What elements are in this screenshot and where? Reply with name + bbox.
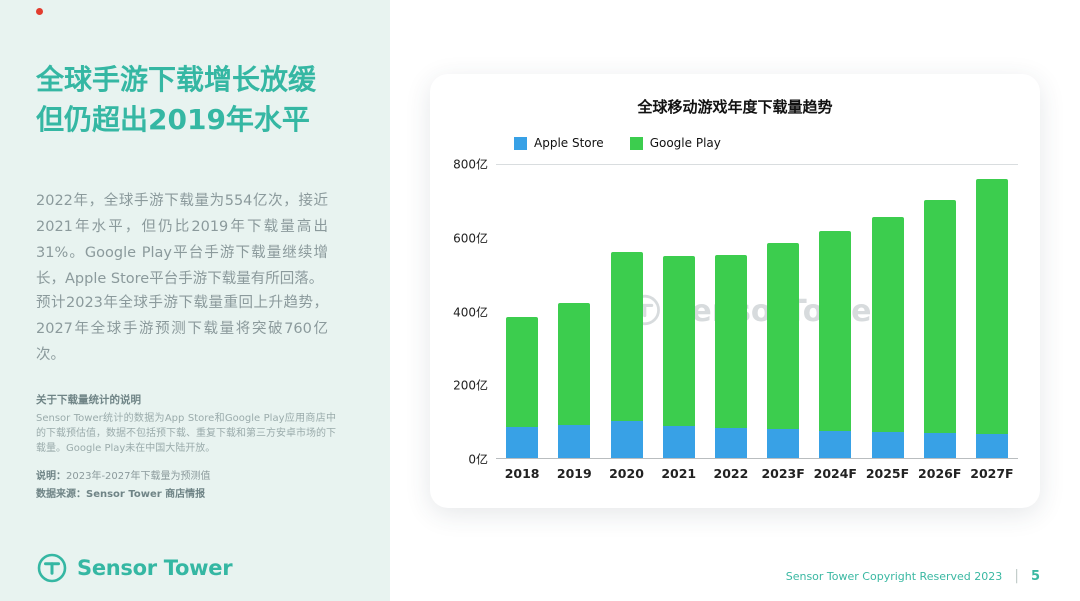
segment-apple-store (767, 429, 800, 458)
segment-google-play (819, 230, 852, 431)
segment-google-play (558, 303, 591, 426)
segment-apple-store (558, 425, 591, 458)
bar-2025F (861, 165, 913, 458)
bar-2024F (809, 165, 861, 458)
x-tick-label: 2024F (813, 466, 857, 481)
data-source-label: 数据来源： (36, 489, 86, 500)
x-axis: 2018 2019 2020 2021 2022 2023F 2024F 2025F 2026F… (496, 466, 1018, 481)
methodology-note-body: Sensor Tower统计的数据为App Store和Google Play应… (36, 413, 336, 454)
bar-2021 (653, 165, 705, 458)
chart-title: 全球移动游戏年度下载量趋势 (637, 98, 833, 116)
forecast-note: 说明：2023年-2027年下载量为预测值 (36, 467, 211, 482)
segment-google-play (975, 178, 1008, 434)
body-paragraph-1: 2022年，全球手游下载量为554亿次，接近2021年水平，但仍比2019年下载… (36, 193, 328, 287)
bar-2023F (757, 165, 809, 458)
data-source-text: Sensor Tower 商店情报 (86, 489, 206, 500)
footer-divider: | (1014, 568, 1019, 584)
y-tick-label: 0亿 (468, 452, 488, 467)
legend-item: Google Play (629, 136, 721, 150)
segment-google-play (923, 199, 956, 434)
legend-label: Apple Store (534, 136, 604, 150)
page-number: 5 (1030, 568, 1040, 584)
legend-swatch (514, 136, 527, 150)
bar-stack (506, 165, 539, 458)
bar-stack (871, 165, 904, 458)
legend-item: Apple Store (514, 136, 604, 150)
page-title-line2: 但仍超出2019年水平 (36, 103, 310, 136)
y-tick-label: 800亿 (453, 157, 488, 172)
segment-google-play (714, 255, 747, 429)
segment-google-play (767, 243, 800, 430)
x-tick-label: 2023F (761, 466, 805, 481)
x-tick-label: 2020 (609, 466, 644, 481)
y-axis: 0亿 200亿 400亿 600亿 800亿 (448, 158, 496, 467)
bar-stack (923, 165, 956, 458)
sensor-tower-logo: Sensor Tower (36, 552, 233, 584)
bar-stack (610, 165, 643, 458)
x-tick-label: 2018 (504, 466, 540, 481)
segment-apple-store (662, 425, 695, 458)
x-tick-label: 2027F (970, 466, 1014, 481)
bar-stack (819, 165, 852, 458)
legend-swatch (629, 136, 643, 150)
segment-apple-store (975, 433, 1008, 458)
y-tick-label: 600亿 (453, 231, 488, 246)
segment-apple-store (506, 426, 539, 458)
bar-stack (767, 165, 800, 458)
sidebar: 全球手游下载增长放缓 但仍超出2019年水平 2022年，全球手游下载量为554… (0, 0, 390, 601)
y-tick-label: 400亿 (453, 305, 488, 319)
segment-google-play (662, 255, 695, 426)
x-tick-label: 2026F (918, 466, 962, 481)
legend: Apple Store Google Play (514, 136, 721, 150)
x-tick-label: 2019 (556, 466, 592, 481)
bar-2027F (966, 165, 1018, 458)
bar-2026F (914, 165, 966, 458)
segment-google-play (871, 217, 904, 432)
bar-2020 (600, 165, 652, 458)
methodology-note-title: 关于下载量统计的说明 (36, 394, 141, 406)
forecast-note-label: 说明： (36, 471, 66, 482)
segment-apple-store (819, 430, 852, 458)
y-tick-label: 200亿 (453, 378, 488, 393)
record-dot (36, 8, 43, 15)
bar-stack (558, 165, 591, 458)
segment-apple-store (923, 433, 956, 458)
x-tick-label: 2021 (661, 466, 697, 481)
bar-stack (662, 165, 695, 458)
bar-2022 (705, 165, 757, 458)
page-title: 全球手游下载增长放缓 但仍超出2019年水平 (36, 60, 356, 140)
bar-2018 (496, 165, 548, 458)
bar-stack (975, 165, 1008, 458)
bar-2019 (548, 165, 600, 458)
x-tick-label: 2025F (865, 466, 910, 481)
body-paragraph-2: 预计2023年全球手游下载量重回上升趋势，2027年全球手游预测下载量将突破76… (36, 295, 328, 363)
segment-google-play (610, 252, 643, 422)
segment-apple-store (610, 421, 643, 458)
methodology-note: 关于下载量统计的说明 Sensor Tower统计的数据为App Store和G… (36, 392, 336, 456)
segment-apple-store (871, 431, 904, 458)
bars (496, 165, 1018, 458)
page-title-line1: 全球手游下载增长放缓 (36, 63, 317, 96)
x-tick-label: 2022 (713, 466, 749, 481)
chart-card: 全球移动游戏年度下载量趋势 Apple Store Google Play 0亿 2… (430, 74, 1040, 508)
segment-google-play (506, 317, 539, 427)
sensor-tower-logo-icon (36, 552, 68, 584)
data-source: 数据来源：Sensor Tower 商店情报 (36, 485, 205, 500)
bar-stack (714, 165, 747, 458)
legend-label: Google Play (649, 136, 721, 150)
forecast-note-text: 2023年-2027年下载量为预测值 (66, 471, 211, 482)
footer: Sensor Tower Copyright Reserved 2023 | 5 (786, 568, 1040, 584)
sensor-tower-logo-text: Sensor Tower (77, 556, 233, 580)
copyright-text: Sensor Tower Copyright Reserved 2023 (785, 569, 1003, 583)
segment-apple-store (714, 428, 747, 458)
